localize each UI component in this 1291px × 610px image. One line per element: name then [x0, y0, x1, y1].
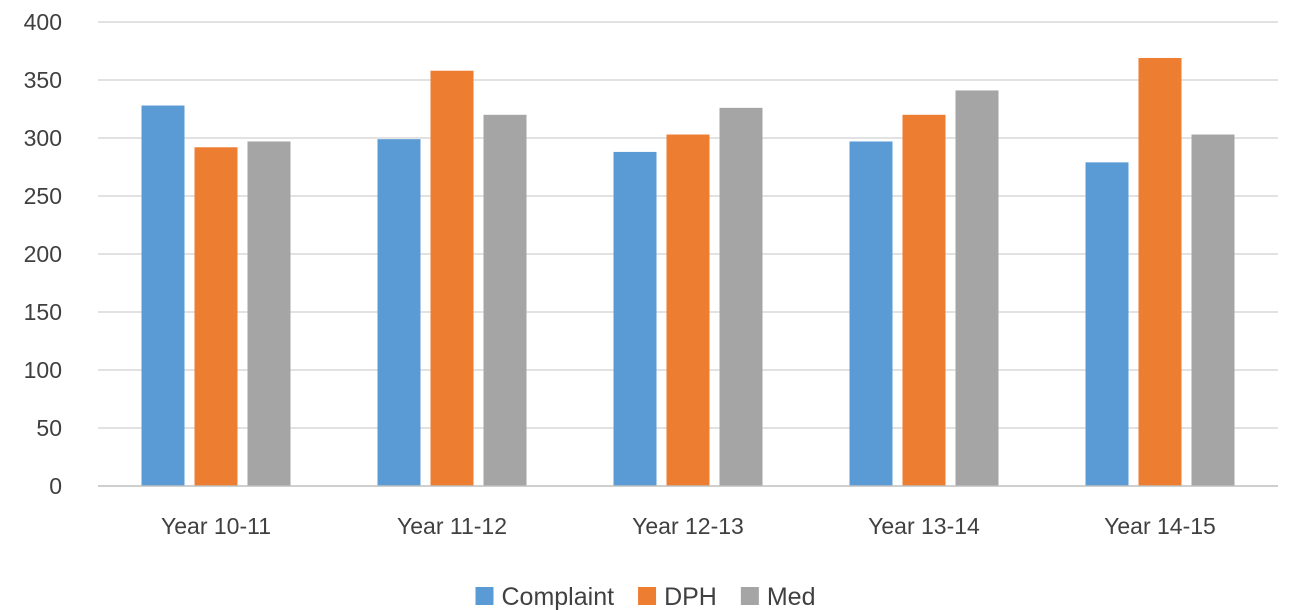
x-tick-label: Year 14-15: [1104, 513, 1216, 539]
bar-med-1: [247, 141, 291, 487]
bar-dph-2: [430, 70, 474, 486]
y-tick-label: 350: [24, 67, 62, 93]
y-tick-label: 300: [24, 125, 62, 151]
bar-dph-5: [1138, 57, 1182, 487]
bar-complaint-4: [849, 141, 893, 487]
bar-med-2: [483, 114, 527, 487]
bar-med-5: [1191, 134, 1235, 486]
y-tick-label: 100: [24, 357, 62, 383]
legend-item-complaint: Complaint: [475, 583, 615, 610]
bars: [141, 57, 1235, 487]
y-axis-ticks: 0 50 100 150 200 250 300 350 400: [24, 9, 62, 499]
y-tick-label: 250: [24, 183, 62, 209]
x-tick-label: Year 10-11: [161, 513, 271, 539]
bar-med-4: [955, 90, 999, 486]
y-tick-label: 150: [24, 299, 62, 325]
legend: Complaint DPH Med: [475, 583, 816, 610]
bar-dph-4: [902, 114, 946, 487]
legend-item-med: Med: [740, 583, 816, 610]
legend-swatch: [740, 587, 759, 605]
y-tick-label: 0: [49, 473, 62, 499]
bar-complaint-1: [141, 105, 185, 487]
x-tick-label: Year 13-14: [868, 513, 980, 539]
x-tick-label: Year 11-12: [397, 513, 507, 539]
legend-label: Complaint: [502, 583, 615, 610]
legend-label: Med: [767, 583, 816, 610]
y-tick-label: 200: [24, 241, 62, 267]
bar-med-3: [719, 107, 763, 486]
x-tick-label: Year 12-13: [632, 513, 744, 539]
legend-swatch: [475, 587, 494, 605]
bar-dph-1: [194, 147, 238, 486]
x-axis-ticks: Year 10-11 Year 11-12 Year 12-13 Year 13-14…: [161, 513, 1216, 539]
bar-complaint-3: [613, 151, 657, 487]
y-tick-label: 400: [24, 9, 62, 35]
legend-swatch: [638, 587, 657, 605]
legend-label: DPH: [664, 583, 717, 610]
legend-item-dph: DPH: [638, 583, 717, 610]
bar-dph-3: [666, 134, 710, 486]
y-tick-label: 50: [36, 415, 62, 441]
bar-complaint-2: [377, 139, 421, 486]
bar-complaint-5: [1085, 162, 1129, 487]
